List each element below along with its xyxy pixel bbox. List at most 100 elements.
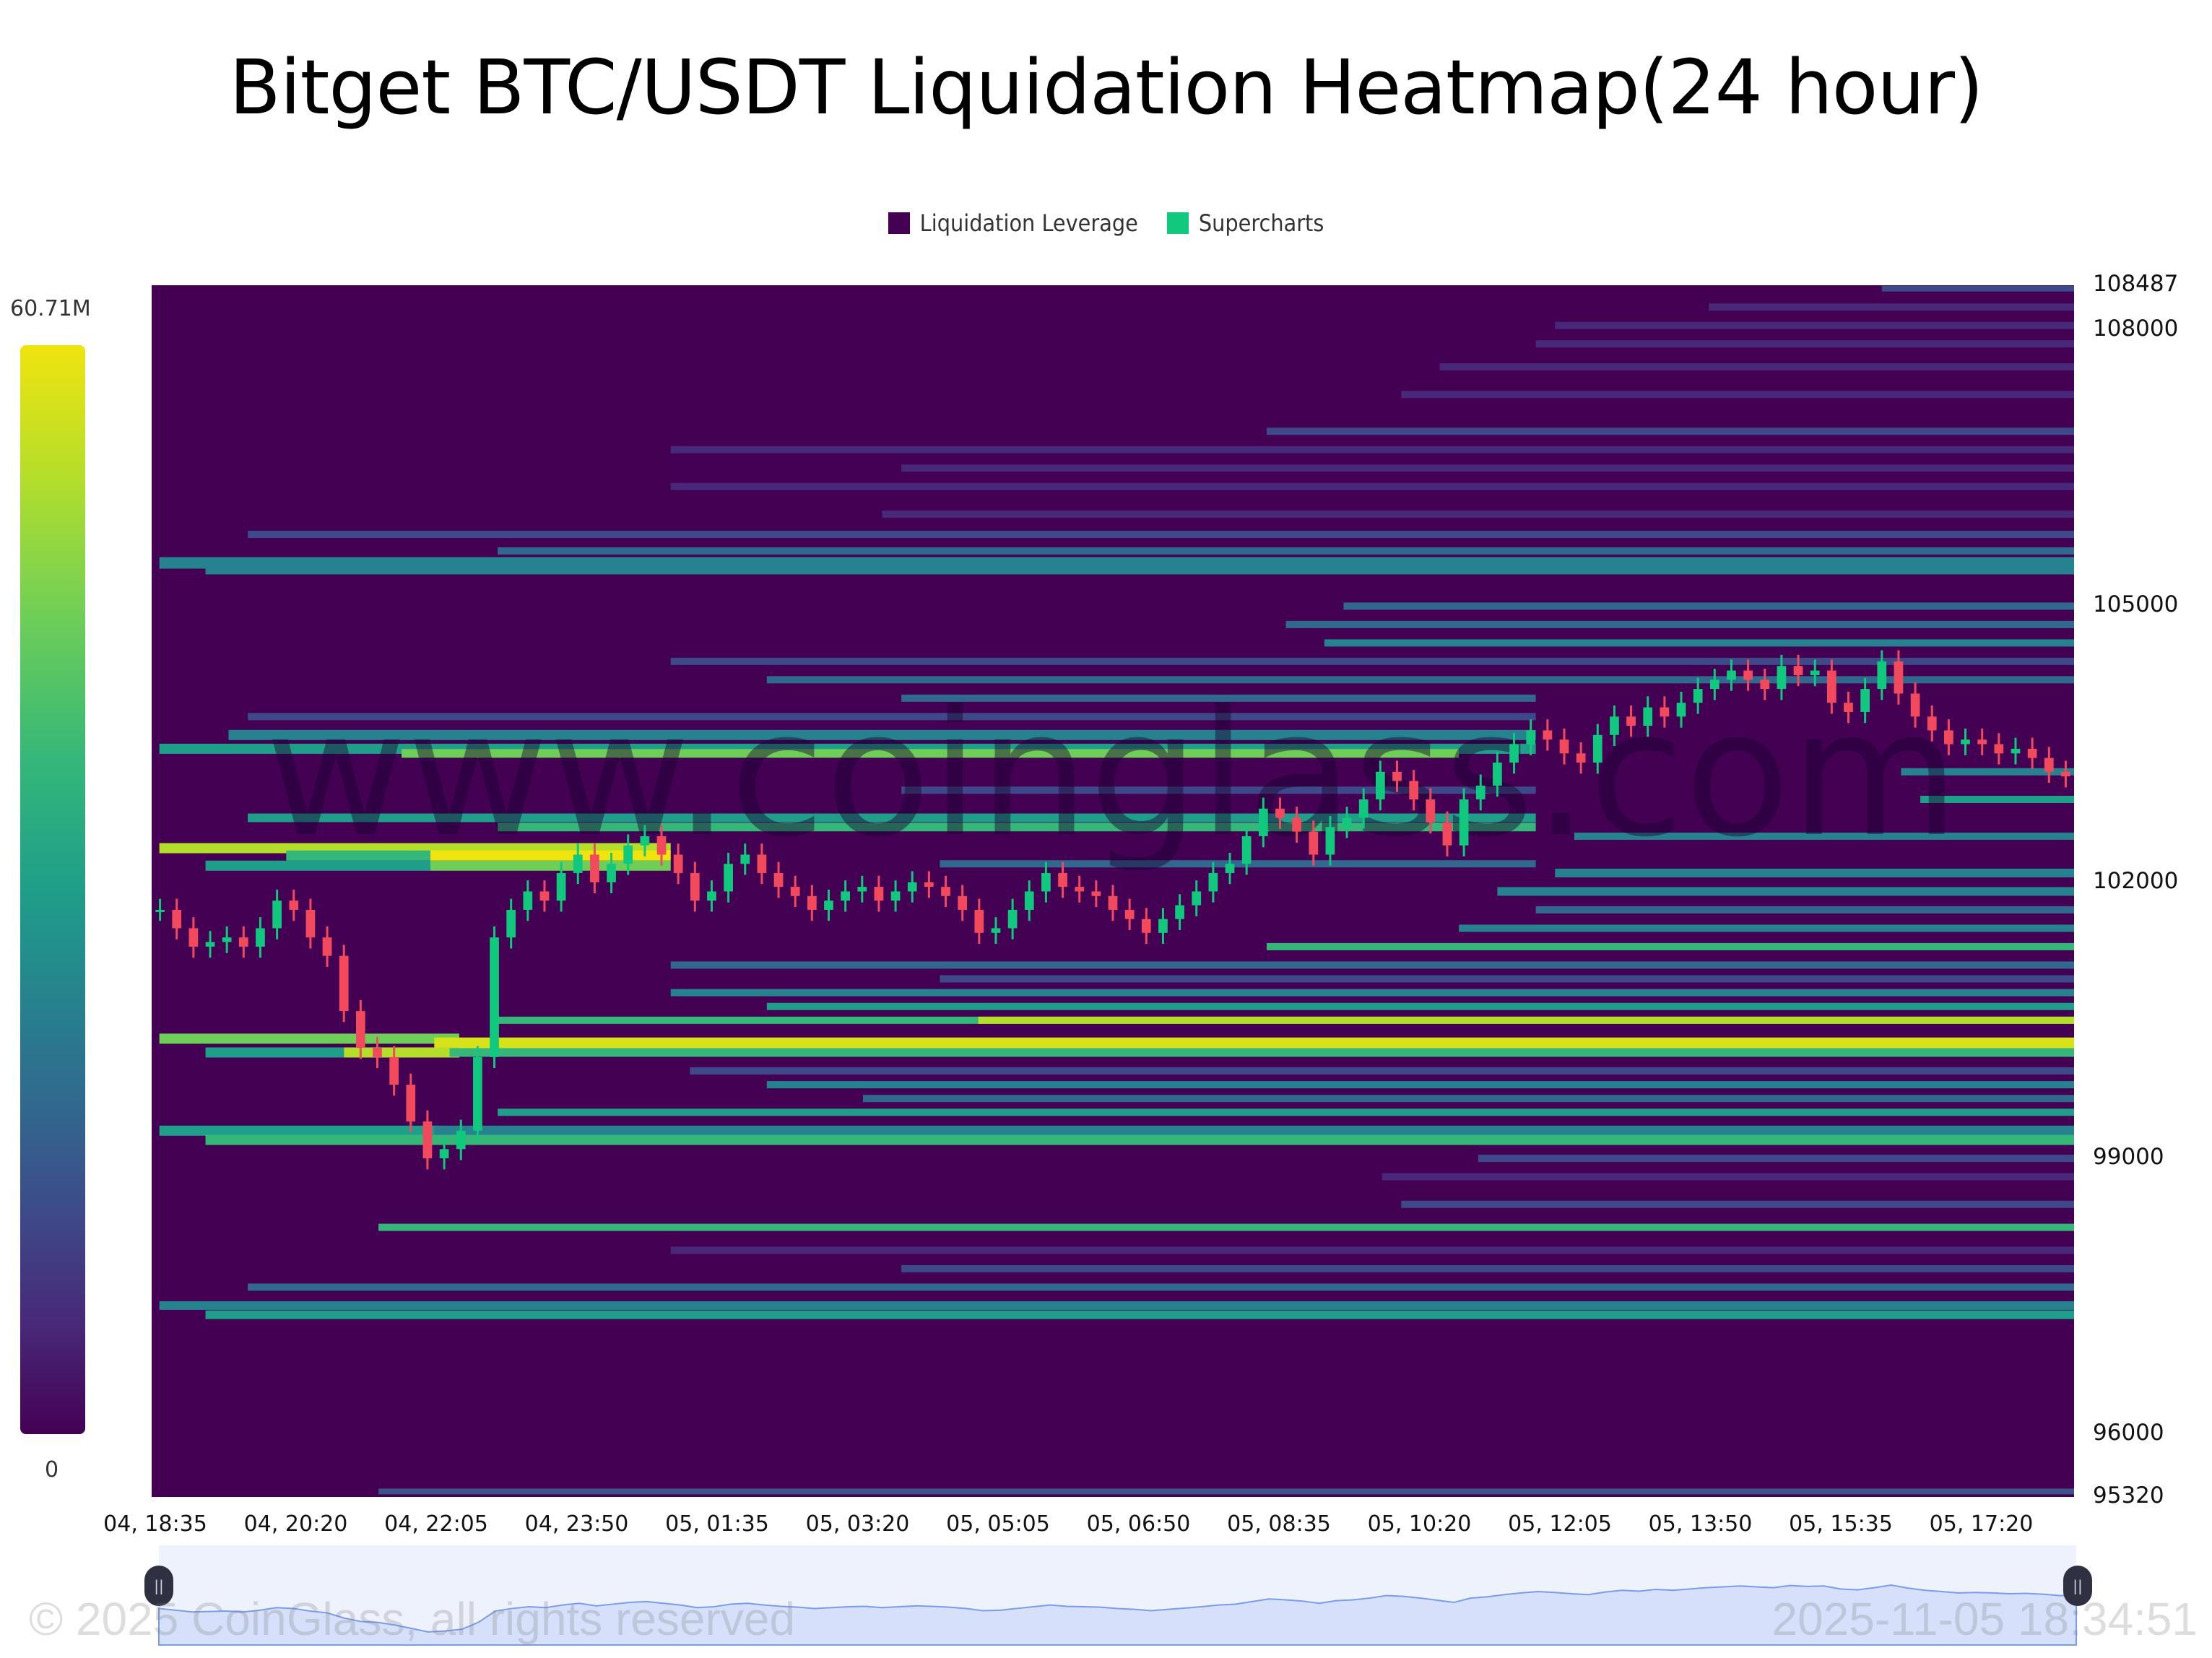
- candle-body: [1225, 864, 1235, 873]
- candle-body: [1592, 734, 1602, 763]
- candle-body: [1392, 771, 1402, 781]
- liquidation-band: [766, 676, 2074, 684]
- candle-body: [1977, 739, 1987, 745]
- x-tick-label: 05, 05:05: [946, 1511, 1050, 1537]
- candle-body: [724, 864, 733, 892]
- candle-body: [1358, 799, 1369, 818]
- candle-body: [1576, 753, 1586, 763]
- liquidation-band: [205, 1134, 2074, 1145]
- liquidation-band: [766, 1002, 2074, 1010]
- x-tick-label: 05, 08:35: [1227, 1511, 1331, 1537]
- legend-item-supercharts[interactable]: Supercharts: [1166, 209, 1324, 237]
- liquidation-band: [205, 564, 2074, 575]
- y-tick-label: 95320: [2093, 1483, 2164, 1509]
- legend-swatch-supercharts: [1166, 212, 1189, 234]
- x-tick-label: 05, 10:20: [1367, 1511, 1472, 1537]
- candle-body: [256, 928, 265, 947]
- x-tick-label: 05, 03:20: [805, 1511, 910, 1537]
- candle-body: [1241, 835, 1252, 864]
- candle-body: [1727, 670, 1736, 680]
- liquidation-band: [1343, 602, 2074, 610]
- candle-body: [1660, 707, 1670, 717]
- liquidation-band: [1285, 620, 2074, 628]
- candle-body: [490, 937, 499, 1057]
- candle-body: [1426, 799, 1436, 823]
- liquidation-band: [766, 1081, 2074, 1089]
- liquidation-band: [248, 713, 1536, 721]
- navigator-right-handle[interactable]: ||: [2063, 1566, 2092, 1606]
- x-tick-label: 04, 23:50: [524, 1511, 629, 1537]
- liquidation-band: [159, 1125, 441, 1136]
- liquidation-band: [670, 482, 2074, 490]
- liquidation-band: [248, 530, 2074, 538]
- liquidation-band: [205, 860, 430, 871]
- liquidation-band: [1266, 942, 2074, 950]
- candle-body: [2044, 758, 2054, 772]
- candle-body: [941, 887, 950, 896]
- liquidation-band: [248, 1283, 2074, 1291]
- candle-body: [1292, 817, 1301, 832]
- candle-body: [1826, 670, 1836, 703]
- y-tick-label: 105000: [2093, 591, 2179, 618]
- candle-body: [1927, 716, 1937, 731]
- candle-body: [573, 854, 583, 873]
- candle-body: [272, 900, 282, 929]
- y-tick-label: 99000: [2093, 1144, 2164, 1171]
- x-tick-label: 05, 15:35: [1789, 1511, 1893, 1537]
- candle-body: [1375, 771, 1385, 800]
- candle-body: [1007, 909, 1018, 929]
- candle-body: [974, 909, 984, 933]
- candle-body: [355, 1011, 365, 1049]
- liquidation-band: [978, 1016, 2074, 1024]
- liquidation-band: [498, 1108, 2075, 1116]
- liquidation-band: [1535, 340, 2074, 348]
- liquidation-band: [248, 813, 1536, 823]
- candle-body: [1108, 895, 1118, 910]
- candle-body: [757, 854, 767, 873]
- candle-body: [1709, 680, 1719, 690]
- liquidation-band: [1459, 924, 2074, 932]
- candle-body: [1693, 689, 1703, 703]
- liquidation-band: [434, 1037, 2075, 1049]
- navigator-left-handle[interactable]: ||: [144, 1566, 173, 1606]
- candle-body: [656, 835, 667, 855]
- chart-title: Bitget BTC/USDT Liquidation Heatmap(24 h…: [229, 43, 1983, 131]
- colorbar[interactable]: [20, 345, 85, 1434]
- x-tick-label: 05, 01:35: [665, 1511, 769, 1537]
- liquidation-band: [498, 823, 1536, 832]
- candle-body: [1459, 799, 1469, 846]
- candle-body: [740, 854, 750, 864]
- candle-body: [322, 937, 332, 956]
- candle-body: [1442, 822, 1452, 846]
- liquidation-band: [670, 961, 2074, 969]
- candle-body: [1475, 785, 1485, 800]
- candle-body: [958, 895, 968, 910]
- liquidation-band: [1555, 868, 2074, 877]
- candle-body: [924, 882, 934, 887]
- legend-item-liquidation-leverage[interactable]: Liquidation Leverage: [888, 209, 1138, 237]
- liquidation-band: [1901, 768, 2074, 776]
- candle-body: [473, 1056, 482, 1131]
- liquidation-band: [228, 729, 1536, 740]
- liquidation-band: [1401, 391, 2074, 399]
- candle-body: [1409, 781, 1419, 800]
- candle-body: [1342, 817, 1352, 828]
- candle-body: [172, 909, 182, 929]
- candle-body: [422, 1121, 433, 1159]
- candle-body: [238, 937, 248, 947]
- candle-body: [640, 835, 650, 846]
- candle-body: [673, 854, 683, 873]
- liquidation-band: [670, 1246, 2074, 1254]
- candle-body: [907, 882, 917, 892]
- liquidation-band: [690, 1067, 2074, 1075]
- candle-body: [188, 928, 199, 947]
- liquidation-band: [498, 547, 2075, 555]
- candle-body: [1509, 744, 1519, 763]
- colorbar-max-label: 60.71M: [10, 296, 91, 321]
- liquidation-band: [1555, 321, 2074, 329]
- navigator[interactable]: [158, 1545, 2077, 1646]
- candle-body: [439, 1149, 449, 1159]
- candle-body: [1309, 831, 1319, 855]
- liquidation-band: [1497, 887, 2074, 896]
